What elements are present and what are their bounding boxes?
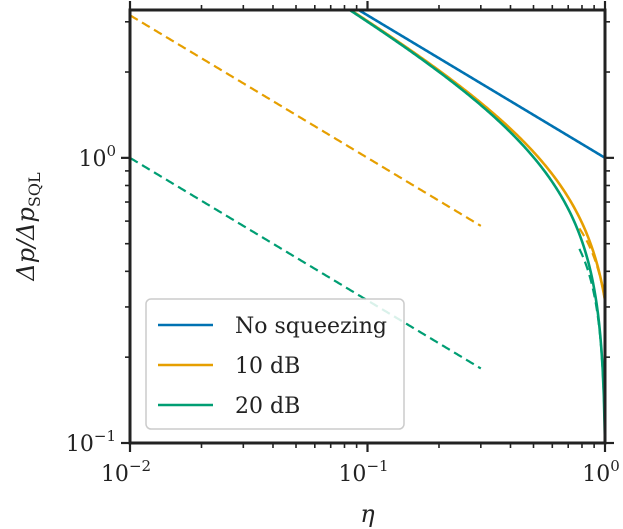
- x-tick-label-exponent: 0: [610, 457, 620, 475]
- approximation-line-2: [130, 156, 482, 370]
- legend-label-0: No squeezing: [235, 314, 387, 339]
- y-tick-label-exponent: 0: [106, 142, 116, 160]
- approximation-line-1: [578, 227, 605, 301]
- y-tick-label: 100: [78, 142, 116, 172]
- approximation-line-0: [130, 14, 482, 227]
- x-tick-label-exponent: −2: [129, 457, 151, 475]
- y-axis-label: Δp/ΔpSQL: [12, 172, 44, 282]
- y-axis-label-subscript: SQL: [25, 172, 44, 207]
- y-tick-label: 10−1: [66, 427, 116, 457]
- series-line-0: [356, 10, 605, 159]
- x-tick-label: 10−1: [338, 457, 388, 487]
- legend-box: [145, 298, 405, 430]
- series-layer: [130, 10, 605, 443]
- x-tick-label-base: 10: [101, 462, 129, 487]
- plot-frame: [128, 8, 607, 445]
- y-tick-label-exponent: −1: [94, 427, 116, 445]
- x-tick-label: 10−2: [101, 457, 151, 487]
- y-tick-label-base: 10: [66, 432, 94, 457]
- legend: No squeezing 10 dB 20 dB: [145, 298, 405, 430]
- x-tick-label: 100: [582, 457, 620, 487]
- series-line-2: [347, 10, 605, 443]
- series-line-1: [348, 10, 605, 301]
- y-axis-label-main: Δp/Δp: [12, 207, 40, 281]
- legend-label-2: 20 dB: [235, 394, 300, 419]
- y-tick-label-base: 10: [78, 147, 106, 172]
- x-tick-label-base: 10: [338, 462, 366, 487]
- legend-label-1: 10 dB: [235, 354, 300, 379]
- x-tick-label-base: 10: [582, 462, 610, 487]
- x-axis-label: η: [360, 500, 375, 528]
- x-tick-label-exponent: −1: [366, 457, 388, 475]
